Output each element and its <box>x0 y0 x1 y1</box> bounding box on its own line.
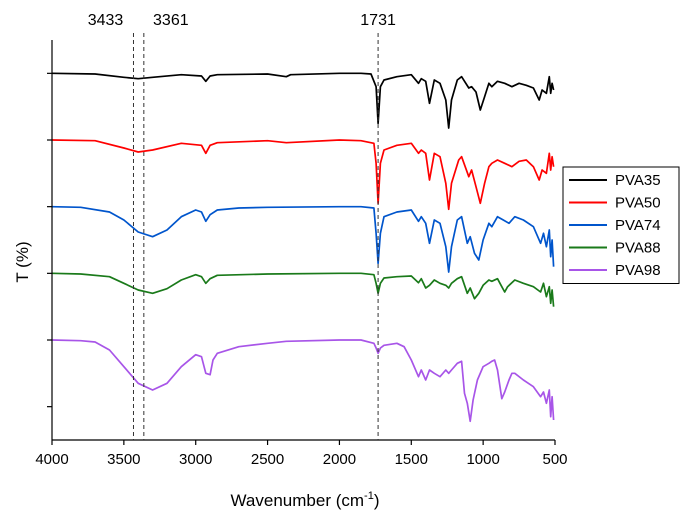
legend-label-pva74: PVA74 <box>615 217 661 234</box>
x-tick-label: 2000 <box>323 451 356 468</box>
legend-label-pva88: PVA88 <box>615 240 661 257</box>
x-tick-label: 1000 <box>466 451 499 468</box>
legend-box <box>562 166 680 284</box>
series-line-pva50 <box>51 139 555 211</box>
legend: PVA35 PVA50 PVA74 PVA88 PVA98 <box>562 166 680 284</box>
series-line-pva74 <box>51 205 555 273</box>
legend-label-pva35: PVA35 <box>615 172 661 189</box>
legend-label-pva50: PVA50 <box>615 195 661 212</box>
x-tick-label: 2500 <box>251 451 284 468</box>
plot-area <box>51 72 555 423</box>
series-line-pva88 <box>51 272 555 307</box>
reference-lines: 3433 3361 1731 <box>88 12 396 440</box>
x-tick-label: 4000 <box>35 451 68 468</box>
axes: 4000 3500 3000 2500 2000 1500 1000 500 <box>35 40 568 468</box>
series-line-pva98 <box>51 339 555 423</box>
x-axis-title-superscript: -1 <box>364 490 374 502</box>
x-tick-label: 3500 <box>107 451 140 468</box>
y-axis-title: T (%) <box>13 241 32 282</box>
x-axis-title-close: ) <box>374 491 380 510</box>
legend-label-pva98: PVA98 <box>615 262 661 279</box>
x-axis-title-main: Wavenumber (cm <box>231 491 365 510</box>
reference-label-1731: 1731 <box>360 12 396 29</box>
x-axis-title: Wavenumber (cm-1) <box>231 490 380 510</box>
x-tick-label: 3000 <box>179 451 212 468</box>
x-tick-label: 500 <box>542 451 567 468</box>
reference-label-3361: 3361 <box>153 12 189 29</box>
x-tick-label: 1500 <box>395 451 428 468</box>
series-line-pva35 <box>51 72 555 129</box>
reference-label-3433: 3433 <box>88 12 124 29</box>
